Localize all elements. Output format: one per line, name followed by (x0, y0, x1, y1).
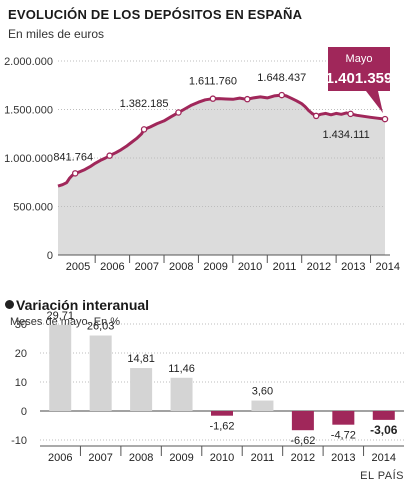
callout-value: 1.401.359 (326, 70, 393, 87)
data-point-marker (175, 109, 182, 116)
callout-box (328, 47, 390, 91)
bar-chart-title: Variación interanual (16, 297, 150, 313)
x-tick-label: 2010 (238, 261, 262, 273)
chart-subtitle: En miles de euros (8, 27, 105, 41)
data-point-marker (71, 170, 79, 177)
y-tick-label: -10 (11, 435, 27, 447)
y-tick-label: 500.000 (13, 202, 53, 214)
bar-chart-subtitle: Meses de mayo. En % (10, 316, 121, 328)
data-point-marker (140, 126, 148, 133)
callout-month: Mayo (346, 53, 373, 65)
data-label: 1.434.111 (323, 129, 370, 141)
x-tick-label: 2009 (203, 261, 227, 273)
y-tick-label: 0 (21, 406, 27, 418)
bar (49, 324, 72, 411)
x-tick-label: 2006 (100, 261, 124, 273)
x-tick-label: 2005 (66, 261, 90, 273)
bar-value-label: -1,62 (209, 421, 234, 433)
x-tick-label: 2013 (341, 261, 365, 273)
bar-value-label: 29,71 (46, 310, 74, 322)
x-tick-label: 2008 (169, 261, 193, 273)
data-label: 841.764 (53, 151, 93, 163)
bar (211, 411, 233, 416)
bar (332, 411, 355, 425)
data-point-marker (381, 115, 389, 123)
bar (251, 400, 274, 411)
y-tick-label: 30 (15, 319, 27, 331)
chart-title: EVOLUCIÓN DE LOS DEPÓSITOS EN ESPAÑA (8, 7, 303, 22)
bar-value-label: 26,03 (87, 321, 115, 333)
y-tick-label: 1.000.000 (4, 153, 53, 165)
bar (291, 411, 314, 431)
x-tick-label: 2011 (273, 261, 297, 273)
bar-value-label: 14,81 (127, 353, 155, 365)
data-point-marker (244, 95, 251, 103)
source-credit: EL PAÍS (360, 470, 404, 482)
bar (130, 368, 153, 411)
y-tick-label: 0 (47, 250, 53, 262)
data-point-marker (209, 95, 217, 102)
section-bullet-icon (5, 300, 14, 309)
x-tick-label: 2006 (48, 452, 72, 464)
x-tick-label: 2007 (135, 261, 159, 273)
x-tick-label: 2012 (291, 452, 315, 464)
callout-pointer (366, 91, 383, 114)
data-point-marker (347, 110, 354, 118)
data-point-marker (106, 152, 113, 159)
bar-value-label: -3,06 (370, 423, 398, 437)
bar (372, 411, 395, 420)
x-tick-label: 2008 (129, 452, 153, 464)
data-label: 1.611.760 (189, 76, 237, 88)
bar-value-label: -4,72 (331, 430, 356, 442)
x-tick-label: 2009 (169, 452, 193, 464)
area-fill (58, 95, 385, 255)
x-tick-label: 2007 (88, 452, 112, 464)
y-tick-label: 2.000.000 (4, 56, 53, 68)
bar-value-label: 3,60 (252, 386, 273, 398)
bar-value-label: -6,62 (290, 435, 315, 447)
x-tick-label: 2014 (376, 261, 400, 273)
y-tick-label: 1.500.000 (4, 105, 53, 117)
data-label: 1.648.437 (257, 72, 306, 84)
x-tick-label: 2010 (210, 452, 234, 464)
bar-value-label: 11,46 (168, 363, 195, 375)
x-tick-label: 2014 (372, 452, 396, 464)
x-tick-label: 2011 (251, 452, 275, 464)
x-tick-label: 2012 (307, 261, 331, 273)
deposits-area-chart: 0 500.000 1.000.000 1.500.000 2.000.000 2005 2… (4, 47, 400, 273)
data-point-marker (312, 112, 320, 120)
data-label: 1.382.185 (120, 98, 169, 110)
bar (170, 377, 193, 411)
bar (89, 335, 112, 411)
x-tick-label: 2013 (331, 452, 355, 464)
data-point-marker (278, 91, 285, 99)
y-tick-label: 10 (15, 377, 27, 389)
y-tick-label: 20 (15, 348, 27, 360)
